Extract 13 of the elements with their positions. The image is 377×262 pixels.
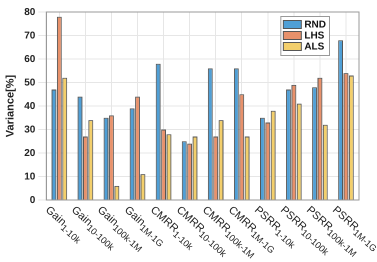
y-axis-title: Variance[%] [4, 74, 17, 138]
y-tick-label: 60 [24, 54, 36, 65]
legend-label: RND [304, 19, 326, 30]
y-tick-label: 50 [24, 77, 36, 88]
y-tick-label: 10 [24, 171, 36, 182]
y-tick-label: 0 [30, 194, 36, 206]
y-tick-label: 80 [24, 6, 36, 18]
y-tick-label: 70 [24, 30, 36, 42]
legend-label: ALS [304, 41, 325, 52]
legend-label: LHS [304, 30, 325, 42]
y-tick-label: 20 [24, 148, 36, 159]
y-tick-label: 40 [24, 100, 36, 112]
y-tick-label: 30 [24, 124, 36, 136]
